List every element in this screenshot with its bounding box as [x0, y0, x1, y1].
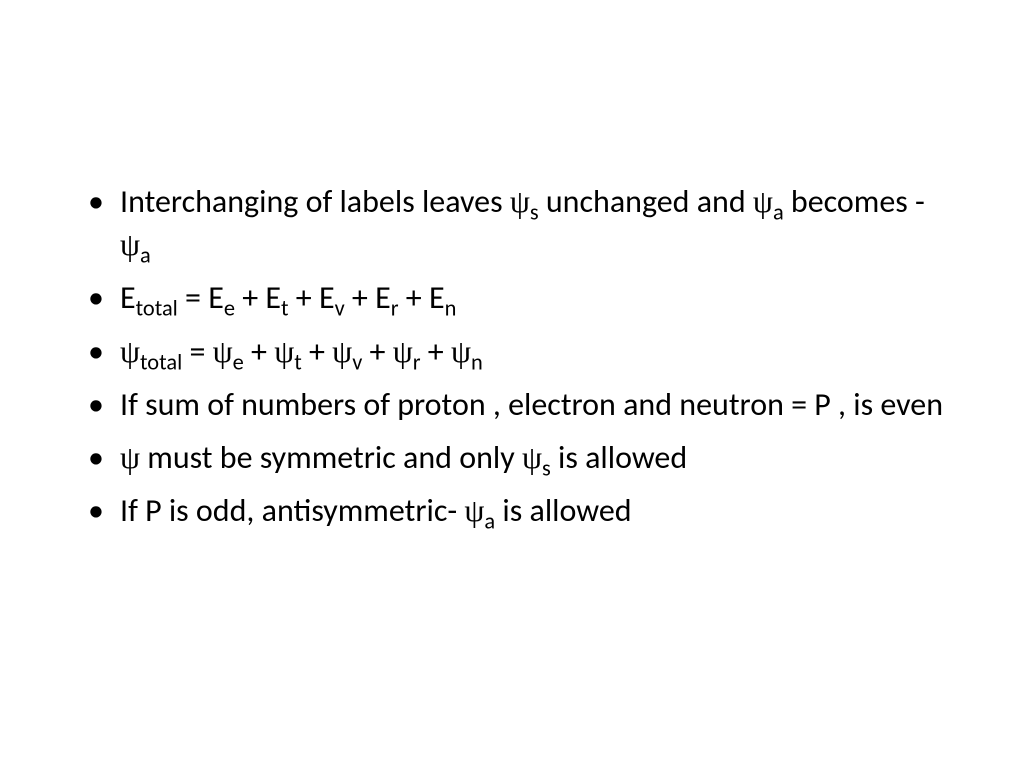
var-base: E — [375, 278, 391, 317]
psi-symbol: ψ — [464, 492, 484, 528]
bullet-item-2: Etotal = Ee + Et + Ev + Er + En — [70, 276, 954, 319]
psi-symbol: ψ — [753, 183, 773, 219]
subscript: r — [413, 349, 421, 376]
subscript: total — [140, 349, 182, 376]
psi-symbol: ψ — [510, 183, 530, 219]
subscript: e — [224, 296, 235, 323]
plus: + — [399, 278, 429, 317]
text-fragment: becomes - — [784, 182, 925, 221]
subscript: total — [136, 296, 178, 323]
plus: + — [345, 278, 375, 317]
bullet-item-4: If sum of numbers of proton , electron a… — [70, 383, 954, 426]
equals: = — [178, 278, 208, 317]
subscript: s — [530, 199, 539, 226]
var-base: E — [208, 278, 224, 317]
bullet-item-5: ψ must be symmetric and only ψs is allow… — [70, 436, 954, 479]
text-fragment: Interchanging of labels leaves — [120, 182, 510, 221]
text-fragment: must be symmetric and only — [140, 438, 522, 477]
equals: = — [182, 332, 212, 371]
psi-symbol: ψ — [393, 333, 413, 369]
psi-symbol: ψ — [274, 333, 294, 369]
text-fragment: is allowed — [495, 491, 631, 530]
var-base: E — [265, 278, 281, 317]
subscript: t — [294, 349, 302, 376]
text-fragment: is allowed — [551, 438, 687, 477]
plus: + — [289, 278, 319, 317]
subscript: r — [391, 296, 399, 323]
psi-symbol: ψ — [332, 333, 352, 369]
subscript: v — [335, 296, 345, 323]
plus: + — [421, 332, 451, 371]
var-base: E — [319, 278, 335, 317]
psi-symbol: ψ — [451, 333, 471, 369]
var-base: E — [429, 278, 445, 317]
plus: + — [235, 278, 265, 317]
slide: Interchanging of labels leaves ψs unchan… — [0, 0, 1024, 768]
subscript: a — [140, 243, 151, 270]
plus: + — [302, 332, 332, 371]
psi-symbol: ψ — [120, 333, 140, 369]
subscript: v — [352, 349, 362, 376]
text-fragment: If P is odd, antisymmetric- — [120, 491, 464, 530]
subscript: a — [484, 509, 495, 536]
bullet-item-1: Interchanging of labels leaves ψs unchan… — [70, 180, 954, 266]
bullet-item-3: ψtotal = ψe + ψt + ψv + ψr + ψn — [70, 330, 954, 373]
subscript: t — [281, 296, 289, 323]
psi-symbol: ψ — [522, 439, 542, 475]
bullet-list: Interchanging of labels leaves ψs unchan… — [70, 180, 954, 532]
bullet-item-6: If P is odd, antisymmetric- ψa is allowe… — [70, 489, 954, 532]
text-fragment: unchanged and — [539, 182, 753, 221]
psi-symbol: ψ — [120, 226, 140, 262]
subscript: s — [542, 455, 551, 482]
text-fragment: If sum of numbers of proton , electron a… — [120, 385, 943, 424]
plus: + — [362, 332, 392, 371]
subscript: a — [773, 199, 784, 226]
var-base: E — [120, 278, 136, 317]
subscript: e — [233, 349, 244, 376]
psi-symbol: ψ — [120, 439, 140, 475]
psi-symbol: ψ — [213, 333, 233, 369]
subscript: n — [445, 296, 457, 323]
plus: + — [244, 332, 274, 371]
subscript: n — [471, 349, 483, 376]
